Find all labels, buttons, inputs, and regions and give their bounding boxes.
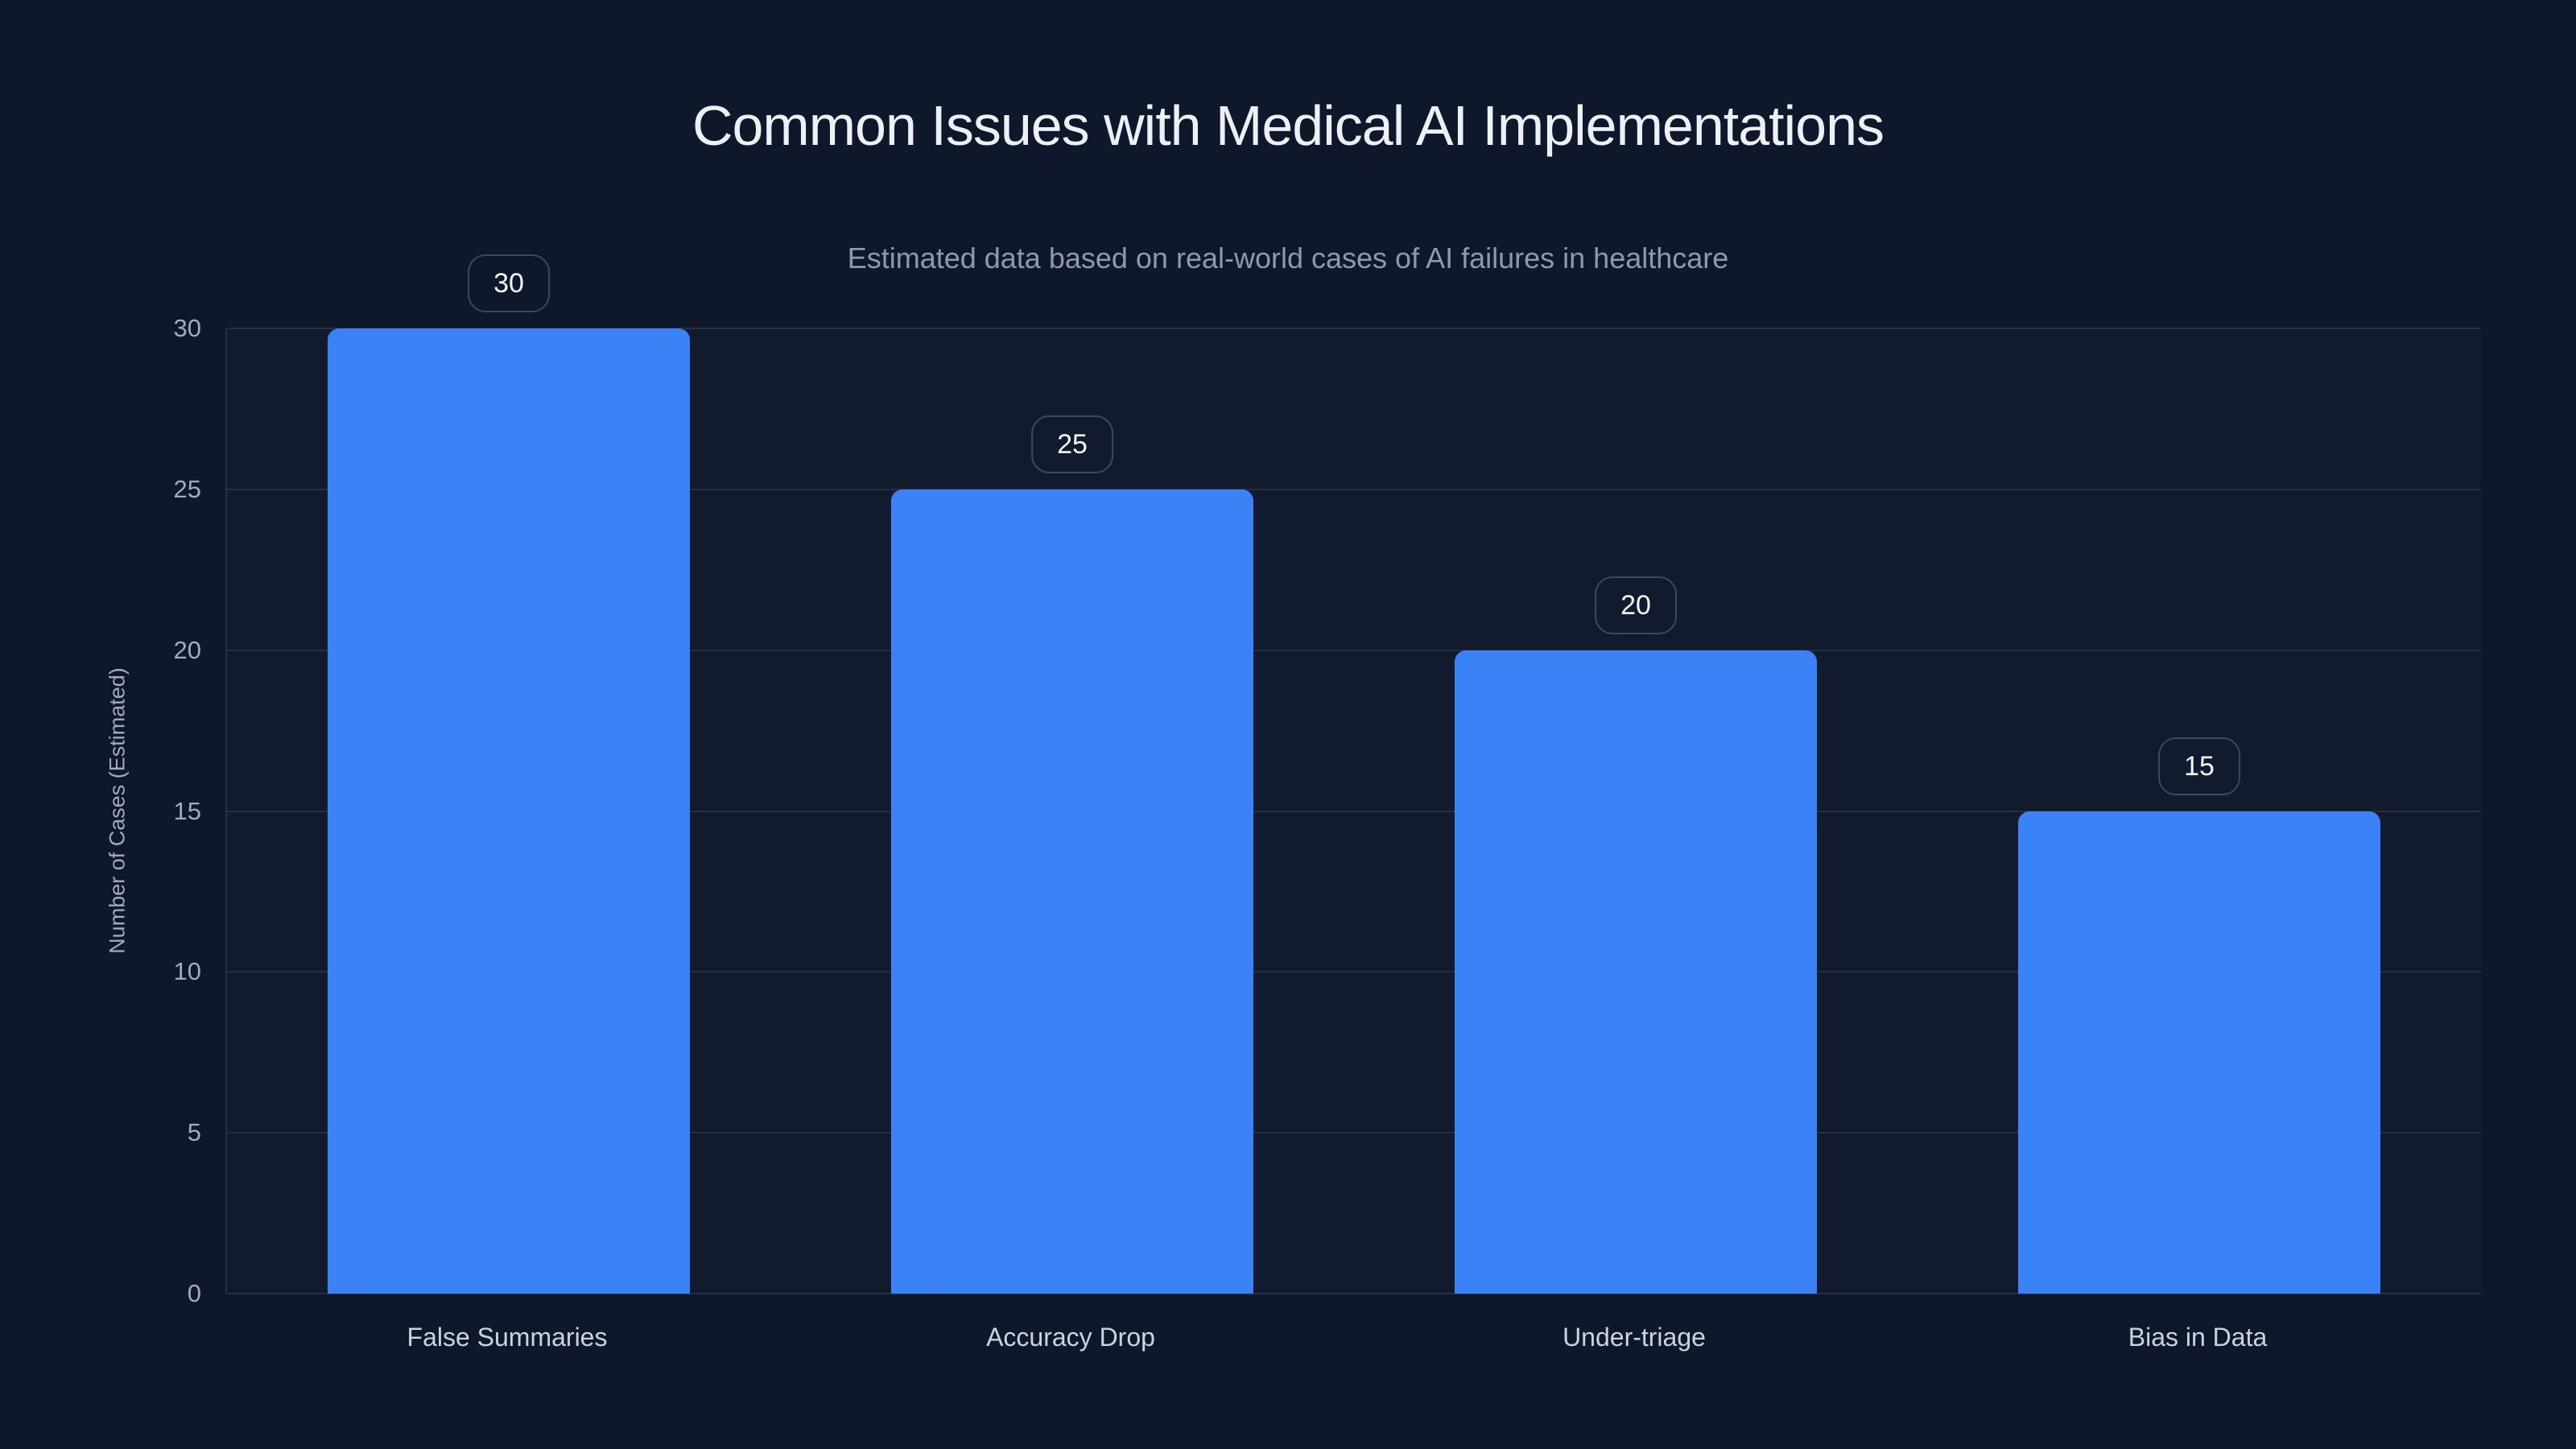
y-tick-15: 15 (173, 796, 201, 825)
bar-bias-in-data[interactable] (2018, 811, 2380, 1294)
bar-accuracy-drop[interactable] (891, 489, 1253, 1294)
gridline-10 (227, 971, 2481, 973)
category-label-accuracy-drop: Accuracy Drop (986, 1323, 1155, 1352)
y-tick-25: 25 (173, 474, 201, 503)
y-tick-10: 10 (173, 957, 201, 986)
category-label-under-triage: Under-triage (1563, 1323, 1706, 1352)
bar-false-summaries[interactable] (328, 328, 690, 1294)
x-axis-labels: False Summaries Accuracy Drop Under-triage… (225, 1319, 2479, 1359)
gridline-20 (227, 649, 2481, 651)
y-tick-0: 0 (187, 1279, 201, 1307)
y-tick-5: 5 (187, 1118, 201, 1147)
chart-title: Common Issues with Medical AI Implementa… (691, 94, 1885, 157)
category-label-bias-in-data: Bias in Data (2128, 1323, 2268, 1352)
value-badge-accuracy-drop: 25 (1031, 415, 1113, 473)
gridline-5 (227, 1132, 2481, 1134)
value-badge-under-triage: 20 (1595, 576, 1677, 634)
gridline-30 (227, 328, 2481, 329)
gridline-0 (227, 1293, 2481, 1294)
gridline-25 (227, 488, 2481, 490)
bar-under-triage[interactable] (1455, 650, 1817, 1294)
value-badge-false-summaries: 30 (468, 254, 550, 312)
value-badge-bias-in-data: 15 (2158, 737, 2240, 795)
chart-subtitle: Estimated data based on real-world cases… (847, 242, 1729, 275)
gridline-15 (227, 810, 2481, 812)
y-tick-30: 30 (173, 314, 201, 342)
plot-area: 30 25 20 15 (225, 254, 2481, 1294)
category-label-false-summaries: False Summaries (407, 1323, 608, 1352)
y-tick-20: 20 (173, 635, 201, 664)
